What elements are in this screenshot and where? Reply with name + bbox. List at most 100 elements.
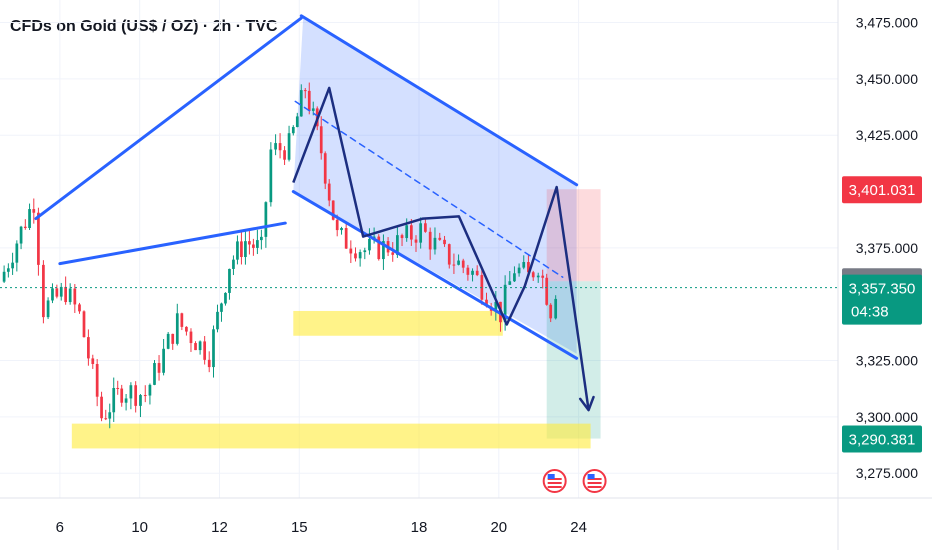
price-tick-label: 3,300.000 bbox=[856, 409, 918, 425]
us-flag-event[interactable] bbox=[582, 469, 607, 493]
flag-stripe bbox=[587, 486, 602, 488]
candle-body bbox=[240, 241, 243, 258]
candle bbox=[461, 258, 465, 274]
candle bbox=[299, 84, 303, 117]
candle-body bbox=[87, 337, 90, 359]
candle bbox=[269, 142, 273, 207]
candle-body bbox=[531, 272, 535, 278]
candle-body bbox=[554, 298, 558, 319]
candle-body bbox=[400, 235, 404, 239]
candle bbox=[32, 198, 36, 224]
time-tick-label: 10 bbox=[131, 519, 148, 536]
candle bbox=[189, 328, 193, 352]
candle bbox=[475, 265, 479, 277]
candle-body bbox=[291, 127, 295, 134]
candle-body bbox=[319, 126, 323, 154]
candle-body bbox=[116, 387, 120, 389]
candle-body bbox=[513, 273, 516, 282]
candle bbox=[531, 270, 535, 281]
candle bbox=[112, 377, 116, 422]
candle bbox=[55, 284, 59, 299]
candle-body bbox=[409, 225, 413, 240]
us-flag-event[interactable] bbox=[542, 469, 567, 493]
candle-body bbox=[503, 284, 507, 323]
candle bbox=[19, 225, 23, 250]
candle bbox=[171, 333, 175, 350]
candle-body bbox=[37, 212, 40, 265]
candle bbox=[78, 302, 81, 314]
candle bbox=[443, 235, 446, 247]
candle bbox=[100, 391, 103, 422]
candle-body bbox=[157, 363, 161, 373]
candle-body bbox=[419, 223, 423, 243]
candle-body bbox=[198, 341, 202, 351]
candle bbox=[228, 268, 231, 300]
candle-body bbox=[68, 288, 72, 303]
price-tick-label: 3,425.000 bbox=[856, 127, 918, 143]
candle bbox=[148, 383, 152, 405]
candle-body bbox=[32, 209, 36, 213]
candle-body bbox=[368, 238, 371, 251]
candle bbox=[377, 234, 381, 261]
candle bbox=[428, 227, 432, 260]
candle-body bbox=[220, 303, 223, 312]
candle bbox=[433, 227, 437, 255]
candle bbox=[494, 291, 498, 321]
candle-body bbox=[414, 239, 418, 243]
candle-body bbox=[377, 236, 381, 260]
candle-body bbox=[522, 262, 526, 268]
candle-body bbox=[59, 286, 63, 297]
candle bbox=[46, 297, 50, 320]
candle-body bbox=[194, 343, 197, 351]
candle bbox=[166, 331, 170, 350]
candle-body bbox=[6, 268, 10, 272]
candle bbox=[175, 303, 179, 346]
candle bbox=[37, 207, 40, 276]
candle bbox=[508, 270, 512, 286]
candle-body bbox=[64, 286, 68, 303]
price-tick-label: 3,475.000 bbox=[856, 15, 918, 31]
candle-body bbox=[224, 292, 227, 304]
candle-body bbox=[185, 326, 188, 332]
candle bbox=[274, 134, 277, 156]
candle bbox=[549, 303, 553, 323]
candle bbox=[283, 146, 286, 165]
candle-body bbox=[232, 259, 235, 269]
candle-body bbox=[134, 385, 138, 406]
flag-canton bbox=[547, 474, 555, 479]
candle-body bbox=[349, 248, 353, 254]
candle-body bbox=[461, 260, 465, 268]
candle bbox=[82, 310, 86, 338]
candle bbox=[216, 304, 219, 333]
candle bbox=[104, 409, 108, 421]
candle-body bbox=[438, 237, 442, 240]
candle bbox=[307, 82, 311, 115]
candle-body bbox=[283, 150, 286, 160]
candle bbox=[260, 229, 263, 250]
candle-body bbox=[278, 143, 282, 151]
candle bbox=[23, 219, 27, 230]
candle bbox=[203, 336, 207, 365]
candle bbox=[120, 384, 124, 407]
candle bbox=[340, 226, 343, 235]
candle-body bbox=[452, 264, 456, 266]
candle bbox=[517, 263, 521, 277]
candle bbox=[207, 351, 211, 373]
candle bbox=[180, 312, 184, 331]
candle bbox=[438, 232, 442, 241]
candle bbox=[400, 233, 404, 247]
time-tick-label: 20 bbox=[490, 519, 507, 536]
candle-body bbox=[269, 149, 273, 203]
candle bbox=[349, 240, 353, 264]
candle bbox=[129, 382, 133, 410]
candle bbox=[108, 403, 112, 429]
candle bbox=[536, 272, 540, 283]
candle-body bbox=[475, 270, 479, 276]
candle bbox=[157, 355, 161, 381]
candle bbox=[139, 394, 142, 418]
candle-body bbox=[485, 299, 488, 307]
candle-body bbox=[344, 228, 348, 249]
candle-body bbox=[424, 223, 427, 232]
candle bbox=[295, 112, 299, 128]
